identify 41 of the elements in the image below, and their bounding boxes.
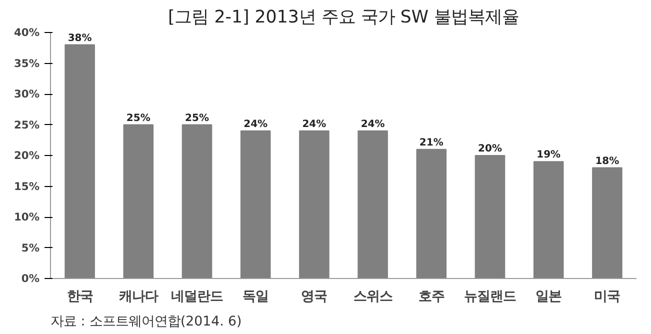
data-label: 19% [536, 150, 561, 161]
bar [358, 130, 388, 278]
y-tick-label: 10% [14, 210, 40, 224]
y-tick-label: 20% [14, 149, 40, 162]
x-tick-label: 일본 [536, 290, 562, 304]
data-label: 24% [244, 118, 268, 130]
x-tick-label: 독일 [242, 290, 269, 304]
data-label: 38% [68, 32, 92, 44]
x-tick-label: 스위스 [353, 290, 392, 304]
bar [182, 124, 212, 278]
bar [123, 124, 154, 278]
x-tick-label: 캐나다 [118, 290, 158, 304]
x-tick-label: 뉴질랜드 [464, 290, 516, 304]
x-tick-label: 미국 [594, 290, 620, 304]
data-label: 25% [126, 112, 150, 124]
y-tick-label: 5% [21, 241, 40, 254]
bar [416, 148, 447, 278]
data-label: 24% [360, 118, 385, 130]
bar [240, 130, 271, 278]
y-tick-label: 15% [14, 180, 40, 193]
y-tick-label: 35% [14, 56, 40, 70]
bar [64, 44, 95, 278]
y-tick-label: 40% [14, 26, 40, 39]
text: 자료 : 소프트웨어연합(2014. 6) [50, 314, 242, 330]
data-label: 18% [595, 156, 620, 167]
x-tick-label: 네덜란드 [171, 290, 223, 304]
data-label: 21% [419, 137, 444, 148]
bar [533, 161, 564, 278]
x-tick-label: 한국 [66, 290, 93, 304]
y-tick-label: 25% [14, 118, 40, 132]
chart-title: [그림 2-1] 2013년 주요 국가 SW 불법복제율 [168, 8, 520, 28]
y-tick-label: 30% [14, 88, 40, 100]
data-label: 24% [302, 118, 326, 130]
x-tick-label: 영국 [301, 290, 328, 304]
x-tick-label: 호주 [418, 290, 444, 304]
data-label: 20% [478, 144, 502, 154]
bar [592, 167, 622, 278]
data-label: 25% [185, 112, 209, 124]
y-tick-label: 0% [21, 272, 40, 285]
bar [299, 130, 330, 278]
bar [474, 155, 506, 278]
